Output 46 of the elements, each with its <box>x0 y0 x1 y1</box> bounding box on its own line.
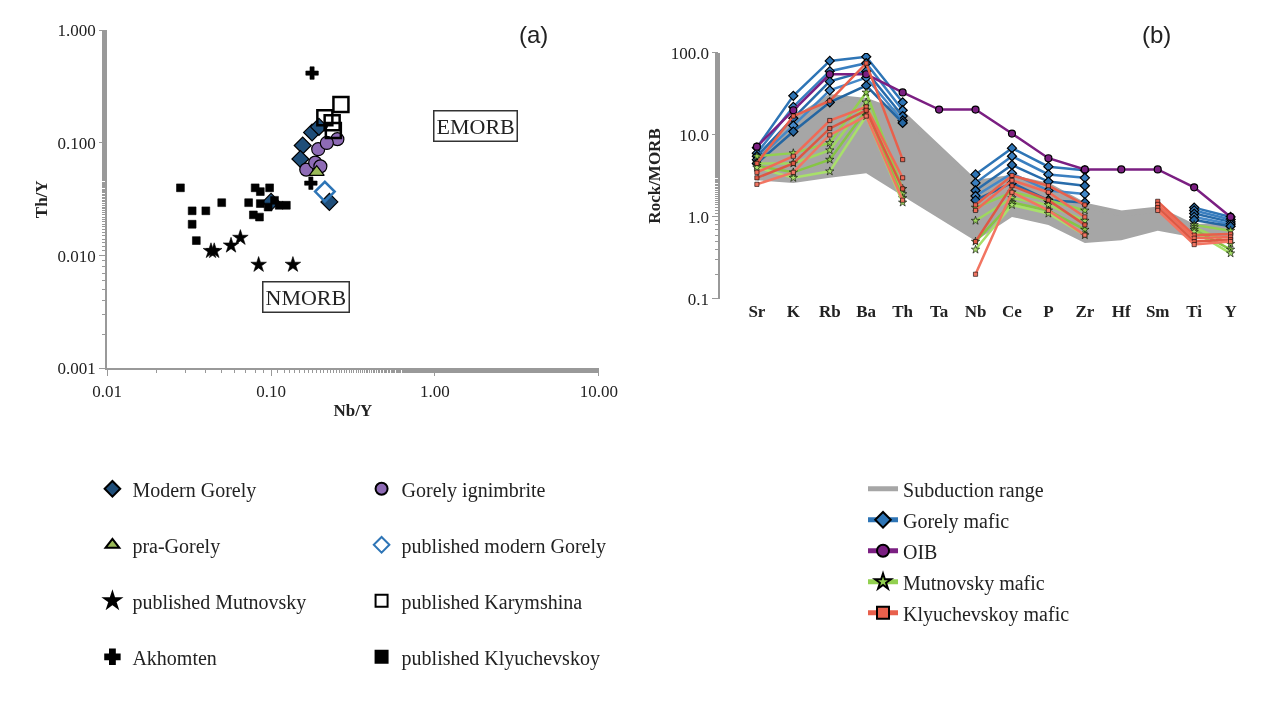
x-tick-label: Ti <box>1186 301 1203 321</box>
y-tick-label: 1.0 <box>687 207 710 227</box>
y-axis-title: Th/Y <box>31 180 51 219</box>
annotation: NMORB <box>265 284 347 310</box>
legend-label: OIB <box>903 540 938 563</box>
x-tick-label: 0.10 <box>256 381 286 401</box>
text: (b) <box>1142 21 1172 48</box>
x-tick-label: Th <box>892 301 914 321</box>
x-tick-label: 1.00 <box>420 381 450 401</box>
y-tick-label: 10.0 <box>679 125 710 145</box>
x-tick-label: Ba <box>856 301 877 321</box>
x-tick-label: Y <box>1224 301 1237 321</box>
x-tick-label: K <box>786 301 801 321</box>
legend-label: Gorely mafic <box>903 509 1010 533</box>
legend-label: Mutnovsky mafic <box>903 571 1045 595</box>
annotation: EMORB <box>436 113 515 139</box>
x-tick-label: P <box>1043 301 1054 321</box>
legend-label: Modern Gorely <box>132 478 257 502</box>
y-tick-label: 100.0 <box>670 43 710 63</box>
x-tick-label: Hf <box>1111 301 1132 321</box>
x-tick-label: Nb <box>964 301 987 321</box>
legend-label: Subduction range <box>903 478 1044 502</box>
legend-label: published Karymshina <box>401 590 583 614</box>
x-tick-label: Ce <box>1002 301 1023 321</box>
x-tick-label: Sr <box>748 301 766 321</box>
legend-label: Akhomten <box>132 646 217 669</box>
x-tick-label: 0.01 <box>92 381 123 401</box>
x-tick-label: Rb <box>818 301 841 321</box>
x-axis-title: Nb/Y <box>333 400 373 420</box>
y-tick-label: 0.001 <box>57 359 96 379</box>
y-tick-label: 1.000 <box>57 21 96 41</box>
x-tick-label: Sm <box>1145 301 1170 321</box>
y-tick-label: 0.1 <box>687 289 710 309</box>
y-tick-label: 0.100 <box>57 133 96 153</box>
legend-label: Klyuchevskoy mafic <box>903 602 1070 626</box>
legend-label: Gorely ignimbrite <box>401 478 546 502</box>
y-axis-title: Rock/MORB <box>644 128 664 224</box>
x-tick-label: Ta <box>929 301 949 321</box>
legend-label: pra-Gorely <box>132 534 221 558</box>
legend-label: published Mutnovsky <box>132 590 307 614</box>
x-tick-label: Zr <box>1075 301 1095 321</box>
x-tick-label: 10.00 <box>579 381 618 401</box>
legend-label: published Klyuchevskoy <box>401 646 600 670</box>
annotation: (a) <box>519 21 549 48</box>
legend-label: published modern Gorely <box>401 534 606 558</box>
y-tick-label: 0.010 <box>57 246 96 266</box>
